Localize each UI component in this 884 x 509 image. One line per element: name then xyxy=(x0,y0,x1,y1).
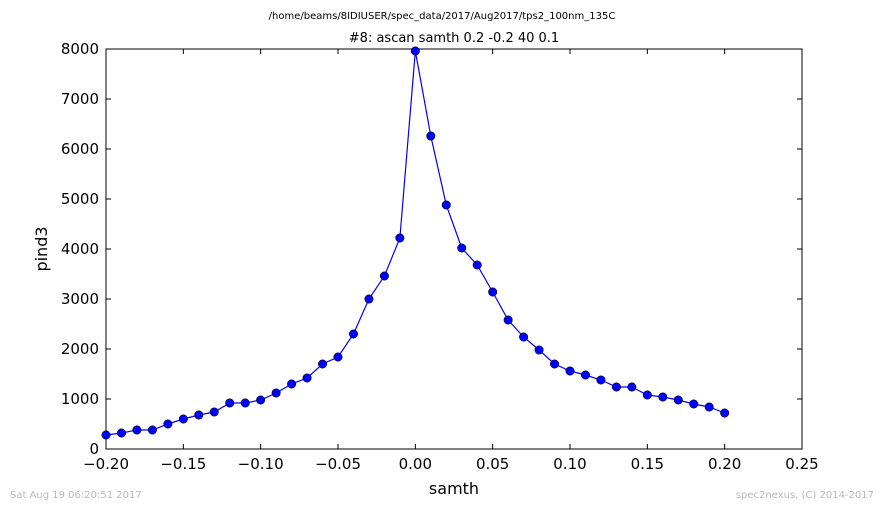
footer-timestamp: Sat Aug 19 06:20:51 2017 xyxy=(10,490,142,501)
y-tick-label: 2000 xyxy=(61,340,99,358)
data-point xyxy=(256,395,266,405)
data-point xyxy=(658,392,668,402)
data-point xyxy=(287,379,297,389)
axis-ticks xyxy=(105,48,803,450)
data-point xyxy=(720,408,730,418)
x-tick-label: 0.20 xyxy=(708,455,741,473)
x-tick-label: −0.20 xyxy=(83,455,129,473)
data-point xyxy=(550,359,560,369)
y-tick-label: 3000 xyxy=(61,290,99,308)
data-point xyxy=(457,243,467,253)
data-point xyxy=(426,131,436,141)
x-tick-label: −0.15 xyxy=(160,455,206,473)
data-point xyxy=(410,46,420,56)
x-tick-label: 0.15 xyxy=(631,455,664,473)
data-point xyxy=(271,388,281,398)
data-point xyxy=(209,407,219,417)
data-point xyxy=(240,398,250,408)
data-point xyxy=(225,398,235,408)
x-tick-label: −0.10 xyxy=(238,455,284,473)
chart-suptitle: /home/beams/8IDIUSER/spec_data/2017/Aug2… xyxy=(269,11,616,22)
y-tick-label: 7000 xyxy=(61,90,99,108)
data-point xyxy=(565,366,575,376)
data-point xyxy=(333,352,343,362)
x-tick-label: −0.05 xyxy=(315,455,361,473)
y-tick-label: 5000 xyxy=(61,190,99,208)
y-tick-label: 0 xyxy=(89,440,99,458)
data-point xyxy=(163,419,173,429)
y-tick-label: 6000 xyxy=(61,140,99,158)
data-point xyxy=(580,370,590,380)
x-tick-label: 0.10 xyxy=(553,455,586,473)
x-tick-label: 0.25 xyxy=(785,455,818,473)
data-point xyxy=(673,395,683,405)
axis-tick-labels: −0.20 −0.15 −0.10 −0.05 0.00 0.05 0.10 0.15 0.20… xyxy=(61,40,819,473)
data-point xyxy=(627,382,637,392)
data-point xyxy=(642,390,652,400)
data-point xyxy=(318,359,328,369)
data-point xyxy=(132,425,142,435)
y-tick-label: 1000 xyxy=(61,390,99,408)
data-point xyxy=(534,345,544,355)
data-point xyxy=(704,402,714,412)
x-axis-label: samth xyxy=(429,479,479,498)
data-point xyxy=(194,410,204,420)
data-point xyxy=(472,260,482,270)
data-point xyxy=(611,382,621,392)
x-tick-label: 0.05 xyxy=(476,455,509,473)
data-point xyxy=(379,271,389,281)
data-points xyxy=(101,46,730,440)
plot-frame xyxy=(105,48,803,450)
data-point xyxy=(689,399,699,409)
data-point xyxy=(488,287,498,297)
y-tick-label: 8000 xyxy=(61,40,99,58)
y-axis-label: pind3 xyxy=(32,226,51,271)
data-point xyxy=(395,233,405,243)
data-point xyxy=(116,428,126,438)
chart-title: #8: ascan samth 0.2 -0.2 40 0.1 xyxy=(349,31,559,46)
data-point xyxy=(441,200,451,210)
data-point xyxy=(364,294,374,304)
data-point xyxy=(348,329,358,339)
data-point xyxy=(101,430,111,440)
data-point xyxy=(503,315,513,325)
y-tick-label: 4000 xyxy=(61,240,99,258)
data-point xyxy=(596,375,606,385)
data-point xyxy=(147,425,157,435)
series-line xyxy=(105,50,725,436)
data-point xyxy=(178,414,188,424)
data-point xyxy=(302,373,312,383)
x-tick-label: 0.00 xyxy=(399,455,432,473)
data-point xyxy=(519,332,529,342)
footer-credit: spec2nexus, (C) 2014-2017 xyxy=(736,490,874,501)
